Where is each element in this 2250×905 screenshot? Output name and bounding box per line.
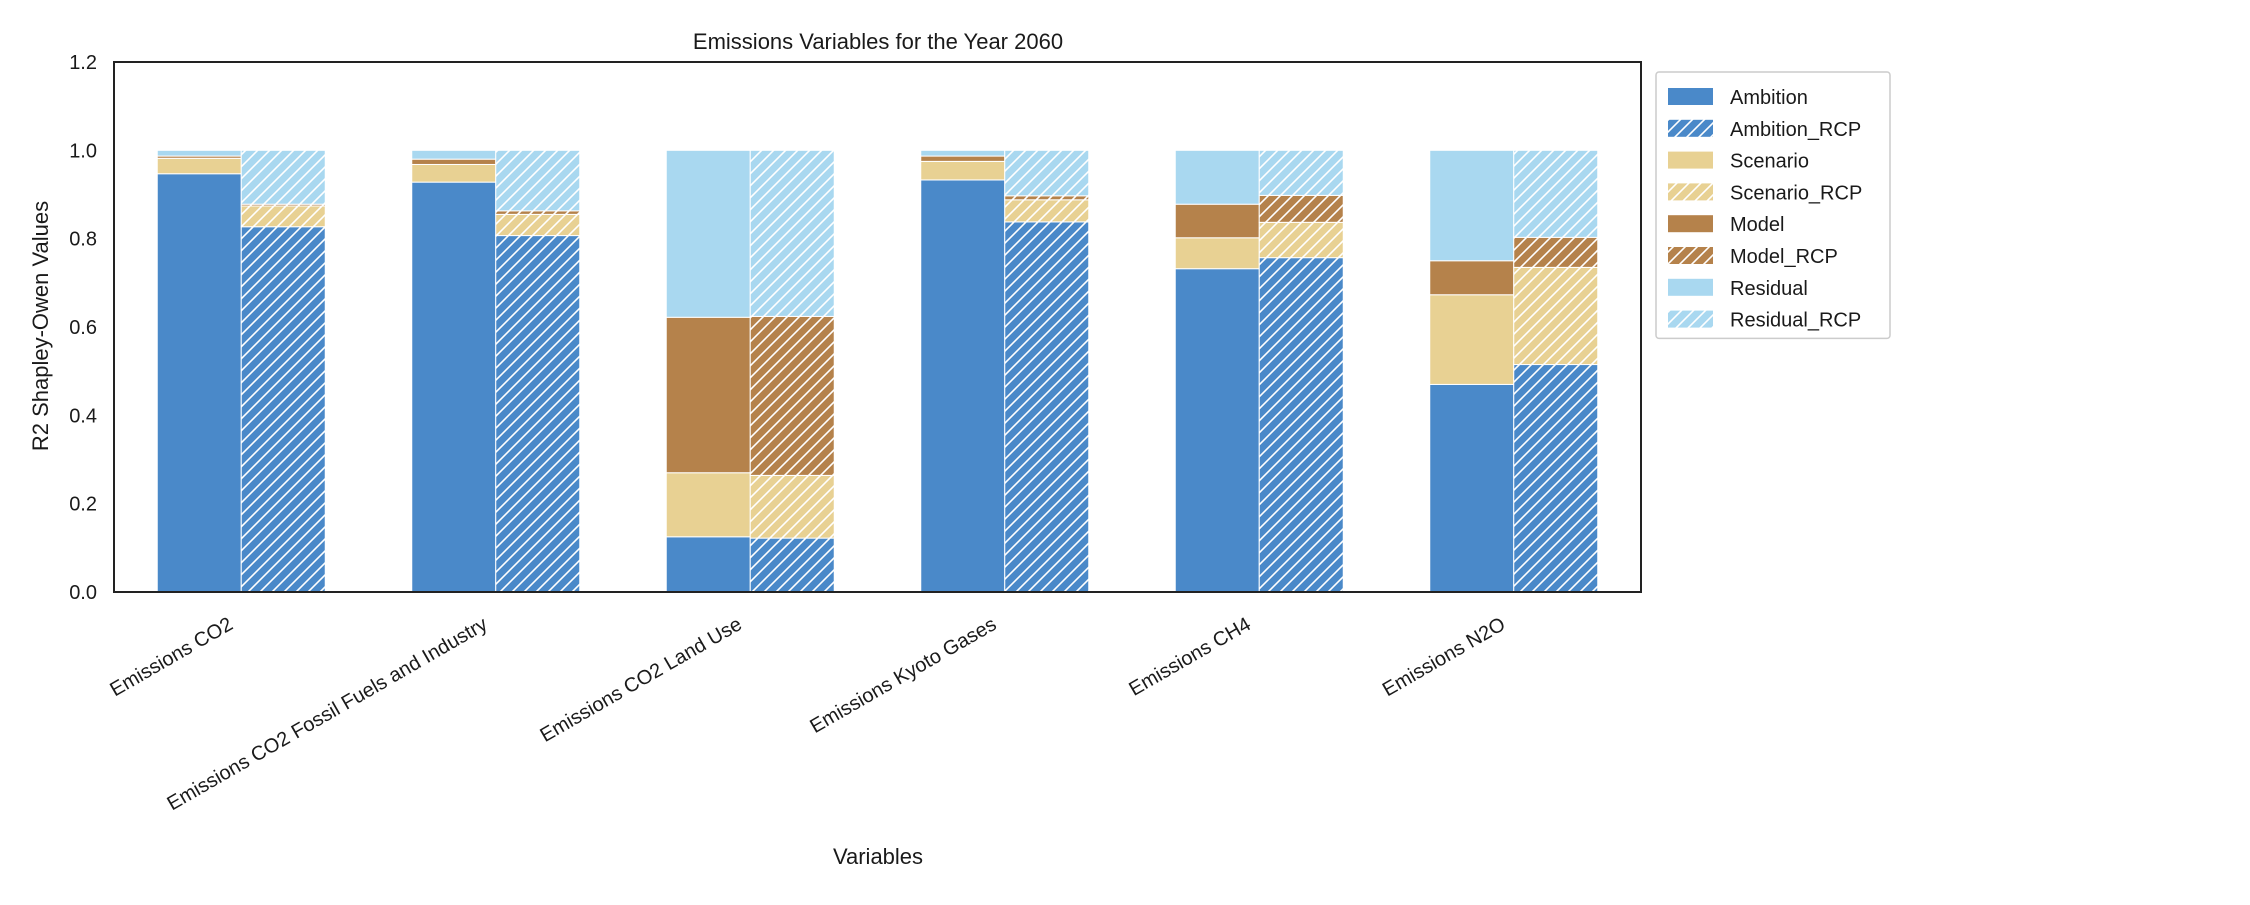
legend-swatch-ambition-rcp xyxy=(1668,119,1713,137)
bar-emissions-kyoto-gases-model-rcp xyxy=(1004,195,1090,201)
y-tick-label: 0.8 xyxy=(69,229,97,251)
bar-emissions-n2o-scenario-rcp xyxy=(1513,266,1599,366)
legend-swatch-ambition xyxy=(1668,88,1713,105)
legend-box xyxy=(1655,71,1891,340)
bar-emissions-co2-scenario xyxy=(156,157,242,175)
bar-emissions-co2-land-use-scenario xyxy=(665,472,751,538)
bar-emissions-co2-land-use-residual-rcp xyxy=(749,149,835,317)
x-tick-label: Emissions Kyoto Gases xyxy=(806,613,1000,738)
bar-emissions-ch4-ambition-rcp xyxy=(1258,257,1344,593)
y-tick-label: 0.2 xyxy=(69,494,97,516)
x-tick-label: Emissions CO2 Land Use xyxy=(536,613,745,747)
chart-title: Emissions Variables for the Year 2060 xyxy=(693,29,1063,54)
bar-emissions-ch4-residual-rcp xyxy=(1258,149,1344,196)
bar-emissions-co2-fossil-fuels-and-industry-scenario-rcp xyxy=(495,213,581,237)
bar-emissions-n2o-residual-rcp xyxy=(1513,149,1599,238)
bar-emissions-kyoto-gases-ambition-rcp xyxy=(1004,221,1090,593)
y-axis-title: R2 Shapley-Owen Values xyxy=(28,201,53,451)
bar-emissions-ch4-scenario-rcp xyxy=(1258,221,1344,259)
y-tick-label: 1.0 xyxy=(69,140,97,162)
bar-emissions-kyoto-gases-scenario xyxy=(920,160,1006,181)
bar-emissions-co2-fossil-fuels-and-industry-model-rcp xyxy=(495,210,581,215)
x-axis-title: Variables xyxy=(833,844,923,869)
bars-layer xyxy=(156,149,1599,593)
bar-emissions-co2-land-use-model xyxy=(665,316,751,474)
bar-emissions-n2o-scenario xyxy=(1429,294,1515,385)
bar-emissions-co2-land-use-model-rcp xyxy=(749,315,835,476)
bar-emissions-kyoto-gases-scenario-rcp xyxy=(1004,199,1090,223)
bar-emissions-co2-land-use-residual xyxy=(665,149,751,318)
y-tick-label: 0.0 xyxy=(69,582,97,604)
bar-emissions-kyoto-gases-ambition xyxy=(920,179,1006,593)
bar-emissions-ch4-residual xyxy=(1174,149,1260,205)
legend-label-model-rcp: Model_RCP xyxy=(1730,246,1838,268)
bar-emissions-co2-scenario-rcp xyxy=(240,205,326,228)
bar-emissions-n2o-model-rcp xyxy=(1513,236,1599,268)
legend: Ambition Ambition_RCP Scenario Scenario_RCP… xyxy=(1655,71,1891,340)
x-tick-label: Emissions CO2 xyxy=(106,613,236,701)
y-tick-label: 1.2 xyxy=(69,52,97,74)
legend-swatch-model-rcp xyxy=(1668,247,1713,264)
bar-emissions-co2-land-use-ambition xyxy=(665,536,751,593)
bar-emissions-ch4-model-rcp xyxy=(1258,194,1344,223)
bar-emissions-co2-fossil-fuels-and-industry-scenario xyxy=(411,163,497,183)
bar-emissions-co2-fossil-fuels-and-industry-ambition xyxy=(411,181,497,593)
bar-emissions-co2-fossil-fuels-and-industry-model xyxy=(411,158,497,165)
bar-emissions-co2-residual xyxy=(156,149,242,157)
bar-emissions-co2-fossil-fuels-and-industry-residual-rcp xyxy=(495,149,581,212)
legend-label-ambition: Ambition xyxy=(1730,87,1808,109)
bar-emissions-co2-ambition-rcp xyxy=(240,226,326,593)
legend-label-model: Model xyxy=(1730,214,1784,236)
legend-label-scenario-rcp: Scenario_RCP xyxy=(1730,182,1862,204)
bar-emissions-kyoto-gases-residual-rcp xyxy=(1004,149,1090,197)
bar-emissions-kyoto-gases-residual xyxy=(920,149,1006,157)
bar-emissions-co2-fossil-fuels-and-industry-residual xyxy=(411,149,497,160)
bar-emissions-co2-residual-rcp xyxy=(240,149,326,205)
bar-emissions-co2-ambition xyxy=(156,173,242,593)
bar-emissions-n2o-model xyxy=(1429,260,1515,296)
bar-emissions-co2-fossil-fuels-and-industry-ambition-rcp xyxy=(495,235,581,593)
bar-emissions-n2o-residual xyxy=(1429,149,1515,262)
plot-frame xyxy=(113,61,1642,593)
bar-emissions-n2o-ambition xyxy=(1429,383,1515,593)
x-tick-label: Emissions CH4 xyxy=(1125,613,1254,700)
bar-emissions-ch4-model xyxy=(1174,203,1260,239)
legend-swatch-residual xyxy=(1668,278,1713,296)
legend-label-residual-rcp: Residual_RCP xyxy=(1730,310,1861,332)
legend-swatch-model xyxy=(1668,215,1713,233)
legend-swatch-residual-rcp xyxy=(1668,310,1713,328)
bar-emissions-co2-land-use-ambition-rcp xyxy=(749,537,835,593)
legend-swatch-scenario xyxy=(1668,151,1713,169)
bar-emissions-co2-land-use-scenario-rcp xyxy=(749,474,835,539)
y-tick-label: 0.4 xyxy=(69,405,97,427)
y-tick-label: 0.6 xyxy=(69,317,97,339)
bar-emissions-n2o-ambition-rcp xyxy=(1513,364,1599,593)
bar-emissions-ch4-scenario xyxy=(1174,237,1260,270)
x-tick-label: Emissions N2O xyxy=(1379,613,1509,701)
legend-label-scenario: Scenario xyxy=(1730,151,1809,173)
bar-emissions-ch4-ambition xyxy=(1174,268,1260,593)
legend-label-residual: Residual xyxy=(1730,278,1808,300)
legend-label-ambition-rcp: Ambition_RCP xyxy=(1730,119,1861,141)
bar-emissions-kyoto-gases-model xyxy=(920,155,1006,162)
legend-swatch-scenario-rcp xyxy=(1668,183,1713,201)
